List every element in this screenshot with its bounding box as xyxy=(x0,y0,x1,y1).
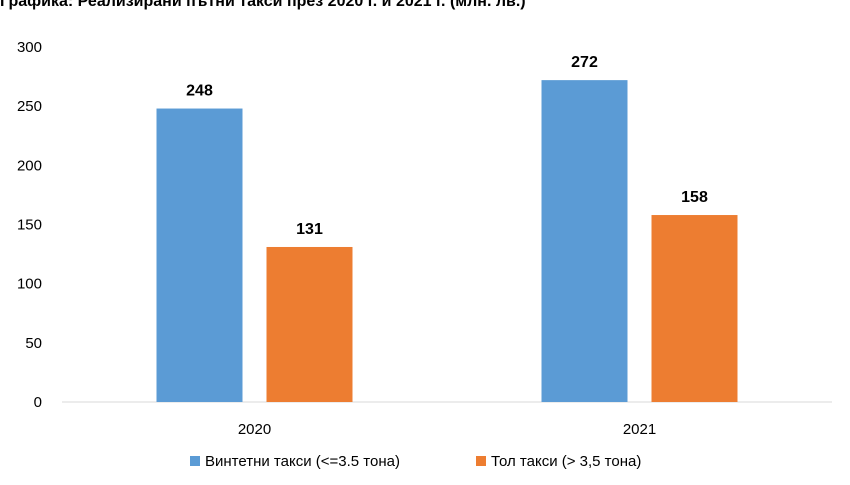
y-tick-label: 0 xyxy=(34,394,42,411)
data-label: 158 xyxy=(681,189,708,206)
legend-label: Винтетни такси (<=3.5 тона) xyxy=(205,453,400,470)
y-tick-label: 50 xyxy=(25,335,42,352)
bar-2020-series-1 xyxy=(156,108,243,403)
y-tick-label: 300 xyxy=(17,39,42,56)
bar-2021-series-1 xyxy=(541,80,628,402)
y-tick-label: 100 xyxy=(17,276,42,293)
legend-swatch xyxy=(190,456,200,466)
bars-group: 248 131 272 158 xyxy=(156,54,738,403)
x-axis: 2020 2021 xyxy=(238,421,656,438)
y-axis: 0 50 100 150 200 250 300 xyxy=(17,39,42,411)
y-tick-label: 200 xyxy=(17,157,42,174)
y-tick-label: 150 xyxy=(17,217,42,234)
data-label: 131 xyxy=(296,221,323,238)
data-label: 272 xyxy=(571,54,598,71)
bar-2020-series-2 xyxy=(266,246,353,402)
chart-title: Графика: Реализирани пътни такси през 20… xyxy=(0,0,526,10)
legend-label: Тол такси (> 3,5 тона) xyxy=(491,453,641,470)
x-tick-label: 2020 xyxy=(238,421,271,438)
x-tick-label: 2021 xyxy=(623,421,656,438)
legend-swatch xyxy=(476,456,486,466)
bar-2021-series-2 xyxy=(651,215,738,402)
data-label: 248 xyxy=(186,83,213,100)
legend: Винтетни такси (<=3.5 тона) Тол такси (> … xyxy=(190,453,641,470)
y-tick-label: 250 xyxy=(17,98,42,115)
